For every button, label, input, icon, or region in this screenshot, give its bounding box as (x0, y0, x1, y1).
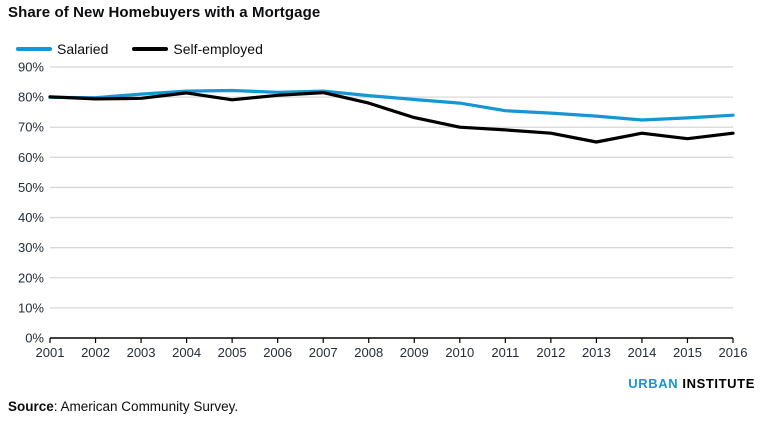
salaried-line-swatch-icon (16, 47, 52, 51)
y-axis-label: 0% (25, 331, 44, 346)
logo-word-urban: URBAN (628, 376, 679, 391)
chart-legend: Salaried Self-employed (16, 40, 263, 58)
x-axis-label: 2016 (719, 345, 748, 360)
x-axis-label: 2007 (309, 345, 338, 360)
source-label: Source (8, 399, 54, 414)
y-axis-label: 70% (18, 120, 44, 135)
x-axis-label: 2002 (81, 345, 110, 360)
x-axis-label: 2012 (536, 345, 565, 360)
x-axis-label: 2004 (172, 345, 201, 360)
y-axis-label: 90% (18, 60, 44, 75)
x-axis-label: 2003 (127, 345, 156, 360)
y-axis-label: 80% (18, 90, 44, 105)
series-line-salaried (48, 88, 735, 122)
x-axis-label: 2005 (218, 345, 247, 360)
y-axis-label: 20% (18, 270, 44, 285)
y-axis-label: 40% (18, 210, 44, 225)
logo-word-institute: INSTITUTE (682, 376, 755, 391)
legend-item-salaried: Salaried (16, 41, 108, 57)
y-axis-label: 10% (18, 300, 44, 315)
legend-item-self-employed: Self-employed (132, 41, 263, 57)
series-line-self-employed (48, 90, 735, 144)
x-axis-label: 2006 (263, 345, 292, 360)
x-axis-label: 2009 (400, 345, 429, 360)
legend-label-salaried: Salaried (57, 41, 109, 57)
x-axis-label: 2014 (627, 345, 656, 360)
self-employed-line-swatch-icon (132, 47, 169, 51)
y-axis-label: 60% (18, 150, 44, 165)
y-axis-label: 50% (18, 180, 44, 195)
x-axis-label: 2013 (582, 345, 611, 360)
legend-label-self-employed: Self-employed (173, 41, 263, 57)
source-note: Source: American Community Survey. (8, 399, 238, 414)
x-axis-label: 2010 (445, 345, 474, 360)
x-axis-label: 2008 (354, 345, 383, 360)
x-axis-label: 2011 (491, 345, 519, 360)
y-axis-label: 30% (18, 240, 44, 255)
page-title: Share of New Homebuyers with a Mortgage (8, 4, 321, 21)
source-text: : American Community Survey. (53, 399, 239, 414)
urban-institute-logo: URBAN INSTITUTE (628, 376, 755, 391)
x-axis-label: 2015 (673, 345, 702, 360)
x-axis-label: 2001 (36, 345, 65, 360)
